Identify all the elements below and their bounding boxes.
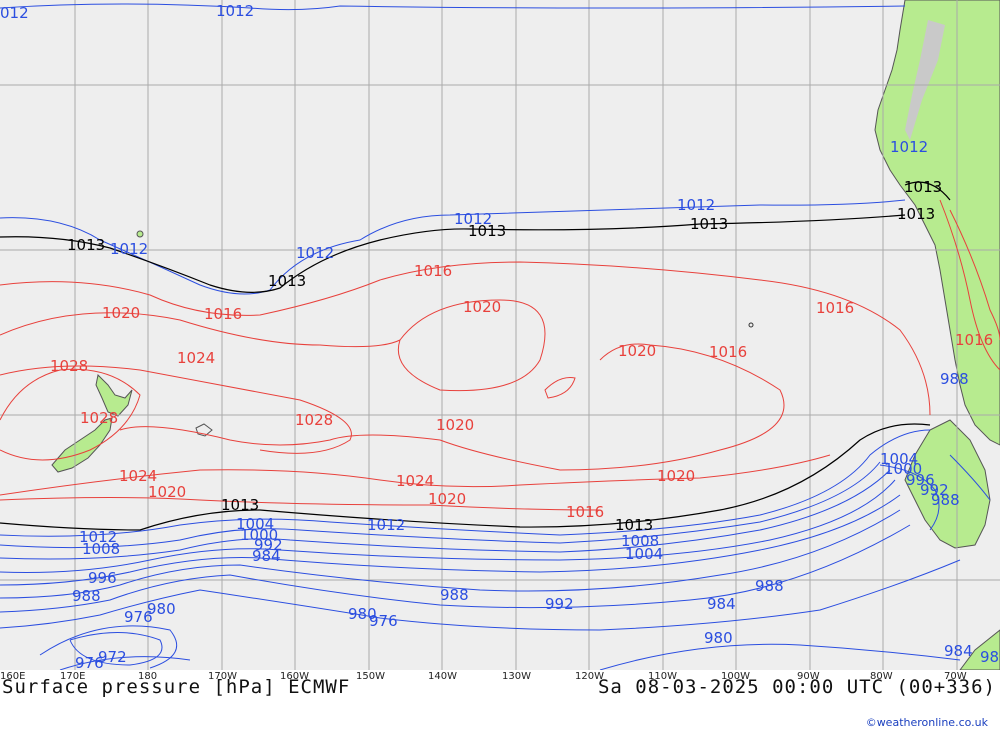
isobar-label-976: 976 [369, 612, 398, 630]
valid-time: Sa 08-03-2025 00:00 UTC (00+336) [597, 676, 996, 698]
isobar-label-992: 992 [545, 595, 574, 613]
longitude-label: 80W [870, 671, 893, 682]
isobar-label-1020: 1020 [618, 342, 656, 360]
isobar-label-1028: 1028 [80, 409, 118, 427]
isobar-label-1013: 1013 [615, 516, 653, 534]
isobar-label-1016: 1016 [204, 305, 242, 323]
isobar-label-976: 976 [124, 608, 153, 626]
isobar-label-1012: 1012 [454, 210, 492, 228]
isobar-label-1012: 1012 [296, 244, 334, 262]
isobar-label-1028: 1028 [295, 411, 333, 429]
isobar-label-988: 988 [72, 587, 101, 605]
andes-ridge [905, 20, 945, 140]
isobar-label-1020: 1020 [428, 490, 466, 508]
isobars-standard [0, 181, 951, 531]
isobar-label-1020: 1020 [657, 467, 695, 485]
isobar-label-1012: 1012 [367, 516, 405, 534]
longitude-label: 150W [356, 671, 385, 682]
isobar-label-984: 984 [944, 642, 973, 660]
isobar-label-1013: 1013 [268, 272, 306, 290]
isobar-label-1024: 1024 [177, 349, 215, 367]
isobar-label-1016: 1016 [414, 262, 452, 280]
small-island [136, 230, 144, 238]
isobar-label-1028: 1028 [50, 357, 88, 375]
isobar-label-1024: 1024 [119, 467, 157, 485]
isobar-label-980: 980 [348, 605, 377, 623]
new-zealand-south-island [51, 417, 113, 473]
isobar-label-1012: 1012 [677, 196, 715, 214]
isobar-label-1013: 1013 [904, 178, 942, 196]
longitude-label: 70W [944, 671, 967, 682]
isobar-label-988: 988 [931, 491, 960, 509]
isobar-label-1008: 1008 [621, 532, 659, 550]
isobars-low-north [0, 3, 906, 295]
isobar-label-1013: 1013 [221, 496, 259, 514]
ocean-background [0, 0, 1000, 670]
isobar-label-1004: 1004 [880, 450, 918, 468]
isobar-label-1004: 1004 [625, 545, 663, 563]
patagonia-landmass [904, 419, 991, 549]
isobar-label-1012: 1012 [110, 240, 148, 258]
isobar-label-988: 988 [940, 370, 969, 388]
longitude-label: 160E [0, 671, 26, 682]
surface-pressure-map: 1013 1013 1013 1013 1013 1013 1013 1013 … [0, 0, 1000, 670]
isobar-label-1020: 1020 [436, 416, 474, 434]
map-title: Surface pressure [hPa] ECMWF [2, 676, 351, 698]
small-island [748, 322, 754, 328]
isobar-label-1024: 1024 [396, 472, 434, 490]
isobar-label-992: 992 [920, 481, 949, 499]
south-america-landmass [874, 0, 1000, 446]
isobar-label-1008: 1008 [82, 540, 120, 558]
isobar-label-984: 984 [252, 547, 281, 565]
longitude-label: 100W [721, 671, 750, 682]
isobar-label-1012: 1012 [890, 138, 928, 156]
isobar-label-988: 988 [440, 586, 469, 604]
isobar-label-1012: 012 [0, 4, 29, 22]
longitude-label: 170W [208, 671, 237, 682]
isobar-label-1016: 1016 [955, 331, 993, 349]
isobar-labels-1013: 1013 1013 1013 1013 1013 1013 1013 1013 [67, 178, 942, 534]
isobar-label-1016: 1016 [816, 299, 854, 317]
source-credit-link[interactable]: ©weatheronline.co.uk [865, 716, 988, 729]
isobar-label-996: 996 [906, 471, 935, 489]
longitude-label: 160W [280, 671, 309, 682]
isobar-label-976: 976 [75, 654, 104, 670]
longitude-label: 110W [648, 671, 677, 682]
longitude-label: 170E [60, 671, 86, 682]
isobar-label-1020: 1020 [463, 298, 501, 316]
isobar-labels-high: 1016 1016 1016 1016 1020 1020 1020 1020 … [50, 262, 993, 521]
longitude-label: 140W [428, 671, 457, 682]
isobar-label-1013: 1013 [67, 236, 105, 254]
isobar-label-1012: 1012 [79, 528, 117, 546]
isobar-label-1013: 1013 [690, 215, 728, 233]
isobar-label-1020: 1020 [148, 483, 186, 501]
isobar-labels-low: 012 1012 1012 1012 1012 1012 1012 1008 1… [0, 2, 1000, 670]
isobar-label-1012: 1012 [216, 2, 254, 20]
isobars-high [0, 199, 1000, 511]
isobar-label-972: 972 [98, 648, 127, 666]
isobar-label-1016: 1016 [709, 343, 747, 361]
isobars-low-south [0, 429, 991, 670]
isobar-label-1013: 1013 [897, 205, 935, 223]
longitude-label: 130W [502, 671, 531, 682]
isobar-label-1020: 1020 [102, 304, 140, 322]
antarctic-peninsula [959, 629, 1000, 670]
isobar-label-1004: 1004 [236, 515, 274, 533]
isobar-label-992: 992 [254, 536, 283, 554]
isobar-label-1013: 1013 [468, 222, 506, 240]
isobar-label-996: 996 [88, 569, 117, 587]
isobar-label-984: 984 [980, 648, 1000, 666]
lat-lon-grid [0, 0, 1000, 670]
isobar-label-980: 980 [147, 600, 176, 618]
longitude-label: 90W [797, 671, 820, 682]
isobar-label-984: 984 [707, 595, 736, 613]
new-zealand-north-island [95, 373, 133, 417]
isobar-label-1000: 1000 [240, 526, 278, 544]
longitude-label: 180 [138, 671, 158, 682]
isobar-label-1016: 1016 [566, 503, 604, 521]
isobar-label-988: 988 [755, 577, 784, 595]
longitude-label: 120W [575, 671, 604, 682]
isobar-label-980: 980 [704, 629, 733, 647]
isobar-label-1000: 1000 [884, 460, 922, 478]
